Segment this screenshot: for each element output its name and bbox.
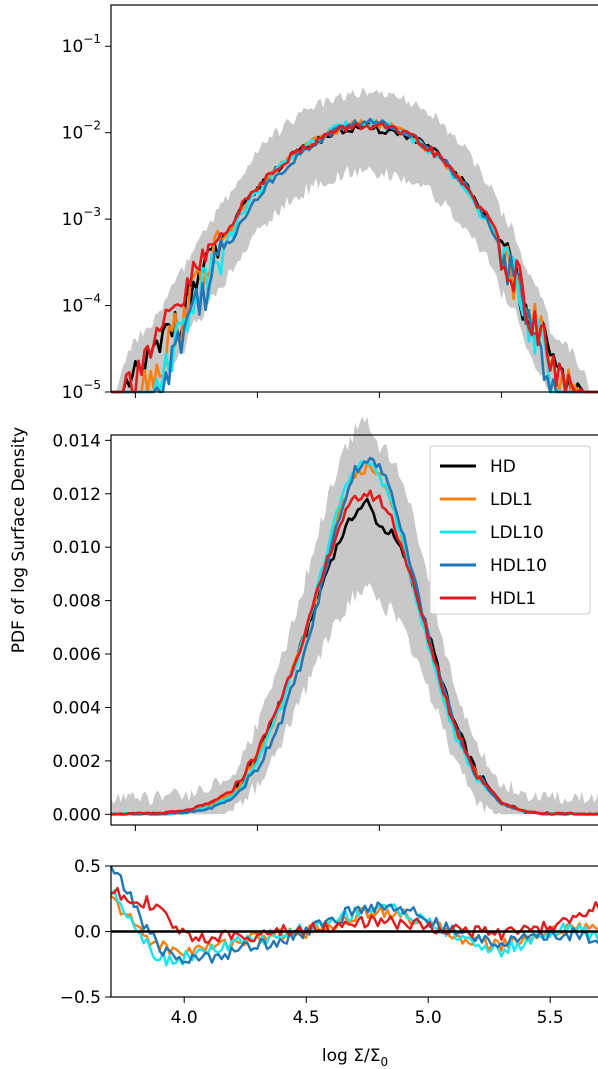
legend-label-hdl10: HDL10 (490, 556, 547, 576)
log-panel-y-tick-label-exponent: −5 (83, 378, 101, 392)
residual-series-line-hdl1 (110, 886, 598, 944)
log-panel-ticks: 10−510−410−310−210−1 (62, 32, 502, 403)
log-panel-frame (110, 4, 598, 393)
log-panel-y-tick-label: 10−2 (62, 119, 101, 144)
linear-panel-y-tick-label: 0.004 (52, 698, 101, 718)
x-axis-title: log Σ/Σ0 (322, 1046, 388, 1069)
linear-panel-ticks: 0.000 0.002 0.004 0.006 0.008 0.010 0.012 0.014 (52, 431, 502, 831)
legend-label-hd: HD (490, 457, 516, 477)
linear-panel-y-tick-label: 0.012 (52, 485, 101, 505)
log-panel-y-tick-label-exponent: −4 (83, 292, 101, 306)
linear-panel-y-tick-label: 0.014 (52, 431, 101, 451)
shared-y-axis-title: PDF of log Surface Density (9, 427, 29, 653)
residual-panel-y-tick-label: 0.5 (74, 857, 101, 877)
linear-panel-y-tick-label: 0.008 (52, 592, 101, 612)
residual-panel-x-tick-label: 4.5 (293, 1008, 320, 1028)
log-panel-y-tick-label-base: 10 (62, 124, 84, 144)
residual-panel-x-tick-label: 5.5 (537, 1008, 564, 1028)
log-panel-spread-band (111, 87, 598, 392)
residual-panel-y-tick-label: 0.0 (74, 923, 101, 943)
linear-panel-y-tick-label: 0.010 (52, 538, 101, 558)
log-panel-y-tick-label-base: 10 (62, 37, 84, 57)
legend-label-ldl10: LDL10 (490, 523, 544, 543)
linear-panel-lines (110, 456, 598, 816)
x-axis-title-main: log Σ/Σ (322, 1046, 381, 1066)
legend-label-hdl1: HDL1 (490, 589, 536, 609)
linear-panel-frame (110, 434, 598, 826)
residual-panel: −0.5 0.0 0.5 4.0 4.5 5.0 5.5 (60, 857, 598, 1028)
log-panel-y-tick-label-exponent: −2 (83, 119, 101, 133)
log-panel-y-tick-label: 10−5 (62, 378, 101, 403)
log-panel-y-tick-label-base: 10 (62, 297, 84, 317)
linear-panel: 0.000 0.002 0.004 0.006 0.008 0.010 0.012 0.014… (52, 416, 598, 831)
log-panel: 10−510−410−310−210−1 (62, 4, 598, 403)
legend: HD LDL1 LDL10 HDL10 HDL1 (429, 445, 591, 615)
log-panel-y-tick-label: 10−4 (62, 292, 101, 317)
log-panel-y-tick-label: 10−1 (62, 32, 101, 57)
log-series-line-hdl1 (111, 122, 598, 394)
log-panel-y-tick-label-base: 10 (62, 383, 84, 403)
linear-panel-y-tick-label: 0.006 (52, 645, 101, 665)
legend-label-ldl1: LDL1 (490, 490, 533, 510)
log-series-line-hdl10 (111, 117, 598, 394)
residual-panel-x-tick-label: 4.0 (171, 1008, 198, 1028)
residual-panel-ticks: −0.5 0.0 0.5 4.0 4.5 5.0 5.5 (60, 857, 564, 1028)
log-panel-y-tick-label-exponent: −3 (83, 205, 101, 219)
log-panel-lines (111, 117, 598, 394)
residual-series-line-ldl10 (110, 889, 598, 967)
log-panel-band-area (111, 87, 598, 392)
legend-box (429, 445, 591, 615)
residual-panel-y-tick-label: −0.5 (60, 988, 101, 1008)
residual-panel-lines (109, 865, 598, 967)
log-panel-y-tick-label: 10−3 (62, 205, 101, 230)
log-panel-y-tick-label-base: 10 (62, 210, 84, 230)
linear-panel-y-tick-label: 0.002 (52, 752, 101, 772)
linear-series-line-hdl1 (111, 489, 598, 816)
x-axis-title-subscript: 0 (380, 1055, 388, 1069)
linear-panel-y-tick-label: 0.000 (52, 805, 101, 825)
log-panel-y-tick-label-exponent: −1 (83, 32, 101, 46)
residual-series-line-hdl10 (109, 865, 598, 964)
residual-panel-x-tick-label: 5.0 (415, 1008, 442, 1028)
